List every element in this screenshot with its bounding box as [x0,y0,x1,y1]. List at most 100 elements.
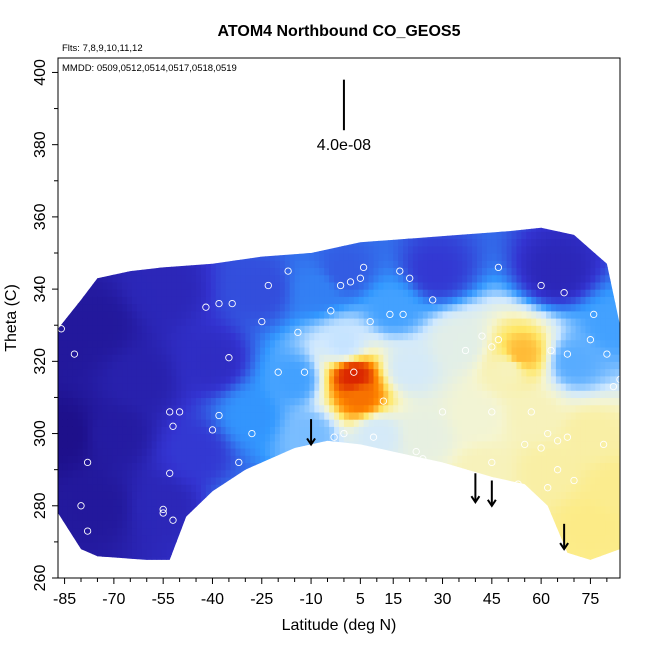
heat-cell [279,318,286,326]
heat-cell [87,390,94,399]
heat-cell [452,534,458,543]
heat-cell [136,267,143,276]
heat-cell [373,238,380,247]
heat-cell [245,411,251,420]
heat-cell [368,469,375,478]
heat-cell [205,361,212,370]
heat-cell [146,527,153,536]
heat-cell [171,231,177,240]
heat-cell [171,462,177,471]
heat-cell [358,354,365,362]
heat-cell [58,390,64,399]
heat-cell [294,527,301,536]
heat-cell [245,383,251,391]
heat-cell [136,303,143,312]
heat-cell [67,476,74,485]
heat-cell [131,433,138,442]
heat-cell [398,469,404,478]
heat-cell [329,274,335,283]
heat-cell [481,368,488,377]
heat-cell [274,281,281,290]
heat-cell [506,281,513,290]
heat-cell [285,217,291,225]
heat-cell [378,303,384,312]
heat-cell [235,267,241,276]
heat-cell [501,339,508,348]
heat-cell [373,310,380,319]
heat-cell [131,520,138,529]
heat-cell [77,318,84,326]
heat-cell [289,318,296,326]
heat-cell [417,289,424,297]
heat-cell [329,267,335,276]
heat-cell [186,260,192,269]
heat-cell [82,426,89,435]
heat-cell [220,448,227,456]
heat-cell [176,534,182,543]
heat-cell [97,527,103,536]
heat-cell [225,390,232,399]
heat-cell [555,260,562,269]
heat-cell [250,310,256,319]
heat-cell [191,411,197,420]
heat-cell [255,339,261,348]
heat-cell [72,390,79,399]
heat-cell [462,556,468,560]
heat-cell [477,260,483,269]
heat-cell [536,484,542,492]
heat-cell [501,354,508,362]
heat-cell [550,455,557,464]
heat-cell [516,375,522,384]
heat-cell [230,426,237,435]
heat-cell [97,339,103,348]
heat-cell [417,281,424,290]
heat-cell [92,361,99,370]
heat-cell [334,476,340,485]
heat-cell [516,505,522,514]
heat-cell [171,534,177,543]
heat-cell [531,476,537,485]
heat-cell [486,332,493,341]
heat-cell [555,318,562,326]
heat-cell [196,227,202,232]
heat-cell [403,332,409,341]
heat-cell [348,455,355,464]
heat-cell [482,217,488,225]
heat-cell [324,433,330,442]
heat-cell [62,354,69,362]
heat-cell [107,469,113,478]
heat-cell [294,498,301,507]
heat-cell [373,556,380,560]
heat-cell [314,411,320,420]
heat-cell [122,491,128,500]
heat-cell [521,505,527,514]
heat-cell [457,411,463,420]
heat-cell [245,448,251,456]
heat-cell [442,281,449,290]
heat-cell [373,339,380,348]
heat-cell [151,556,158,560]
heat-cell [427,281,434,290]
heat-cell [467,245,473,254]
heat-cell [284,411,291,420]
heat-cell [240,455,246,464]
heat-cell [477,448,483,456]
heat-cell [181,375,187,384]
heat-cell [457,491,463,500]
heat-cell [502,564,508,572]
heat-cell [92,404,99,413]
heat-cell [417,303,424,312]
heat-cell [67,253,74,261]
heat-cell [531,274,537,283]
heat-cell [422,556,429,560]
heat-cell [210,303,217,312]
heat-cell [334,462,340,471]
heat-cell [220,318,227,326]
heat-cell [265,361,271,370]
heat-cell [512,564,518,572]
heat-cell [279,426,286,435]
heat-cell [393,245,399,254]
heat-cell [383,253,389,261]
heat-cell [250,397,256,406]
heat-cell [122,462,128,471]
